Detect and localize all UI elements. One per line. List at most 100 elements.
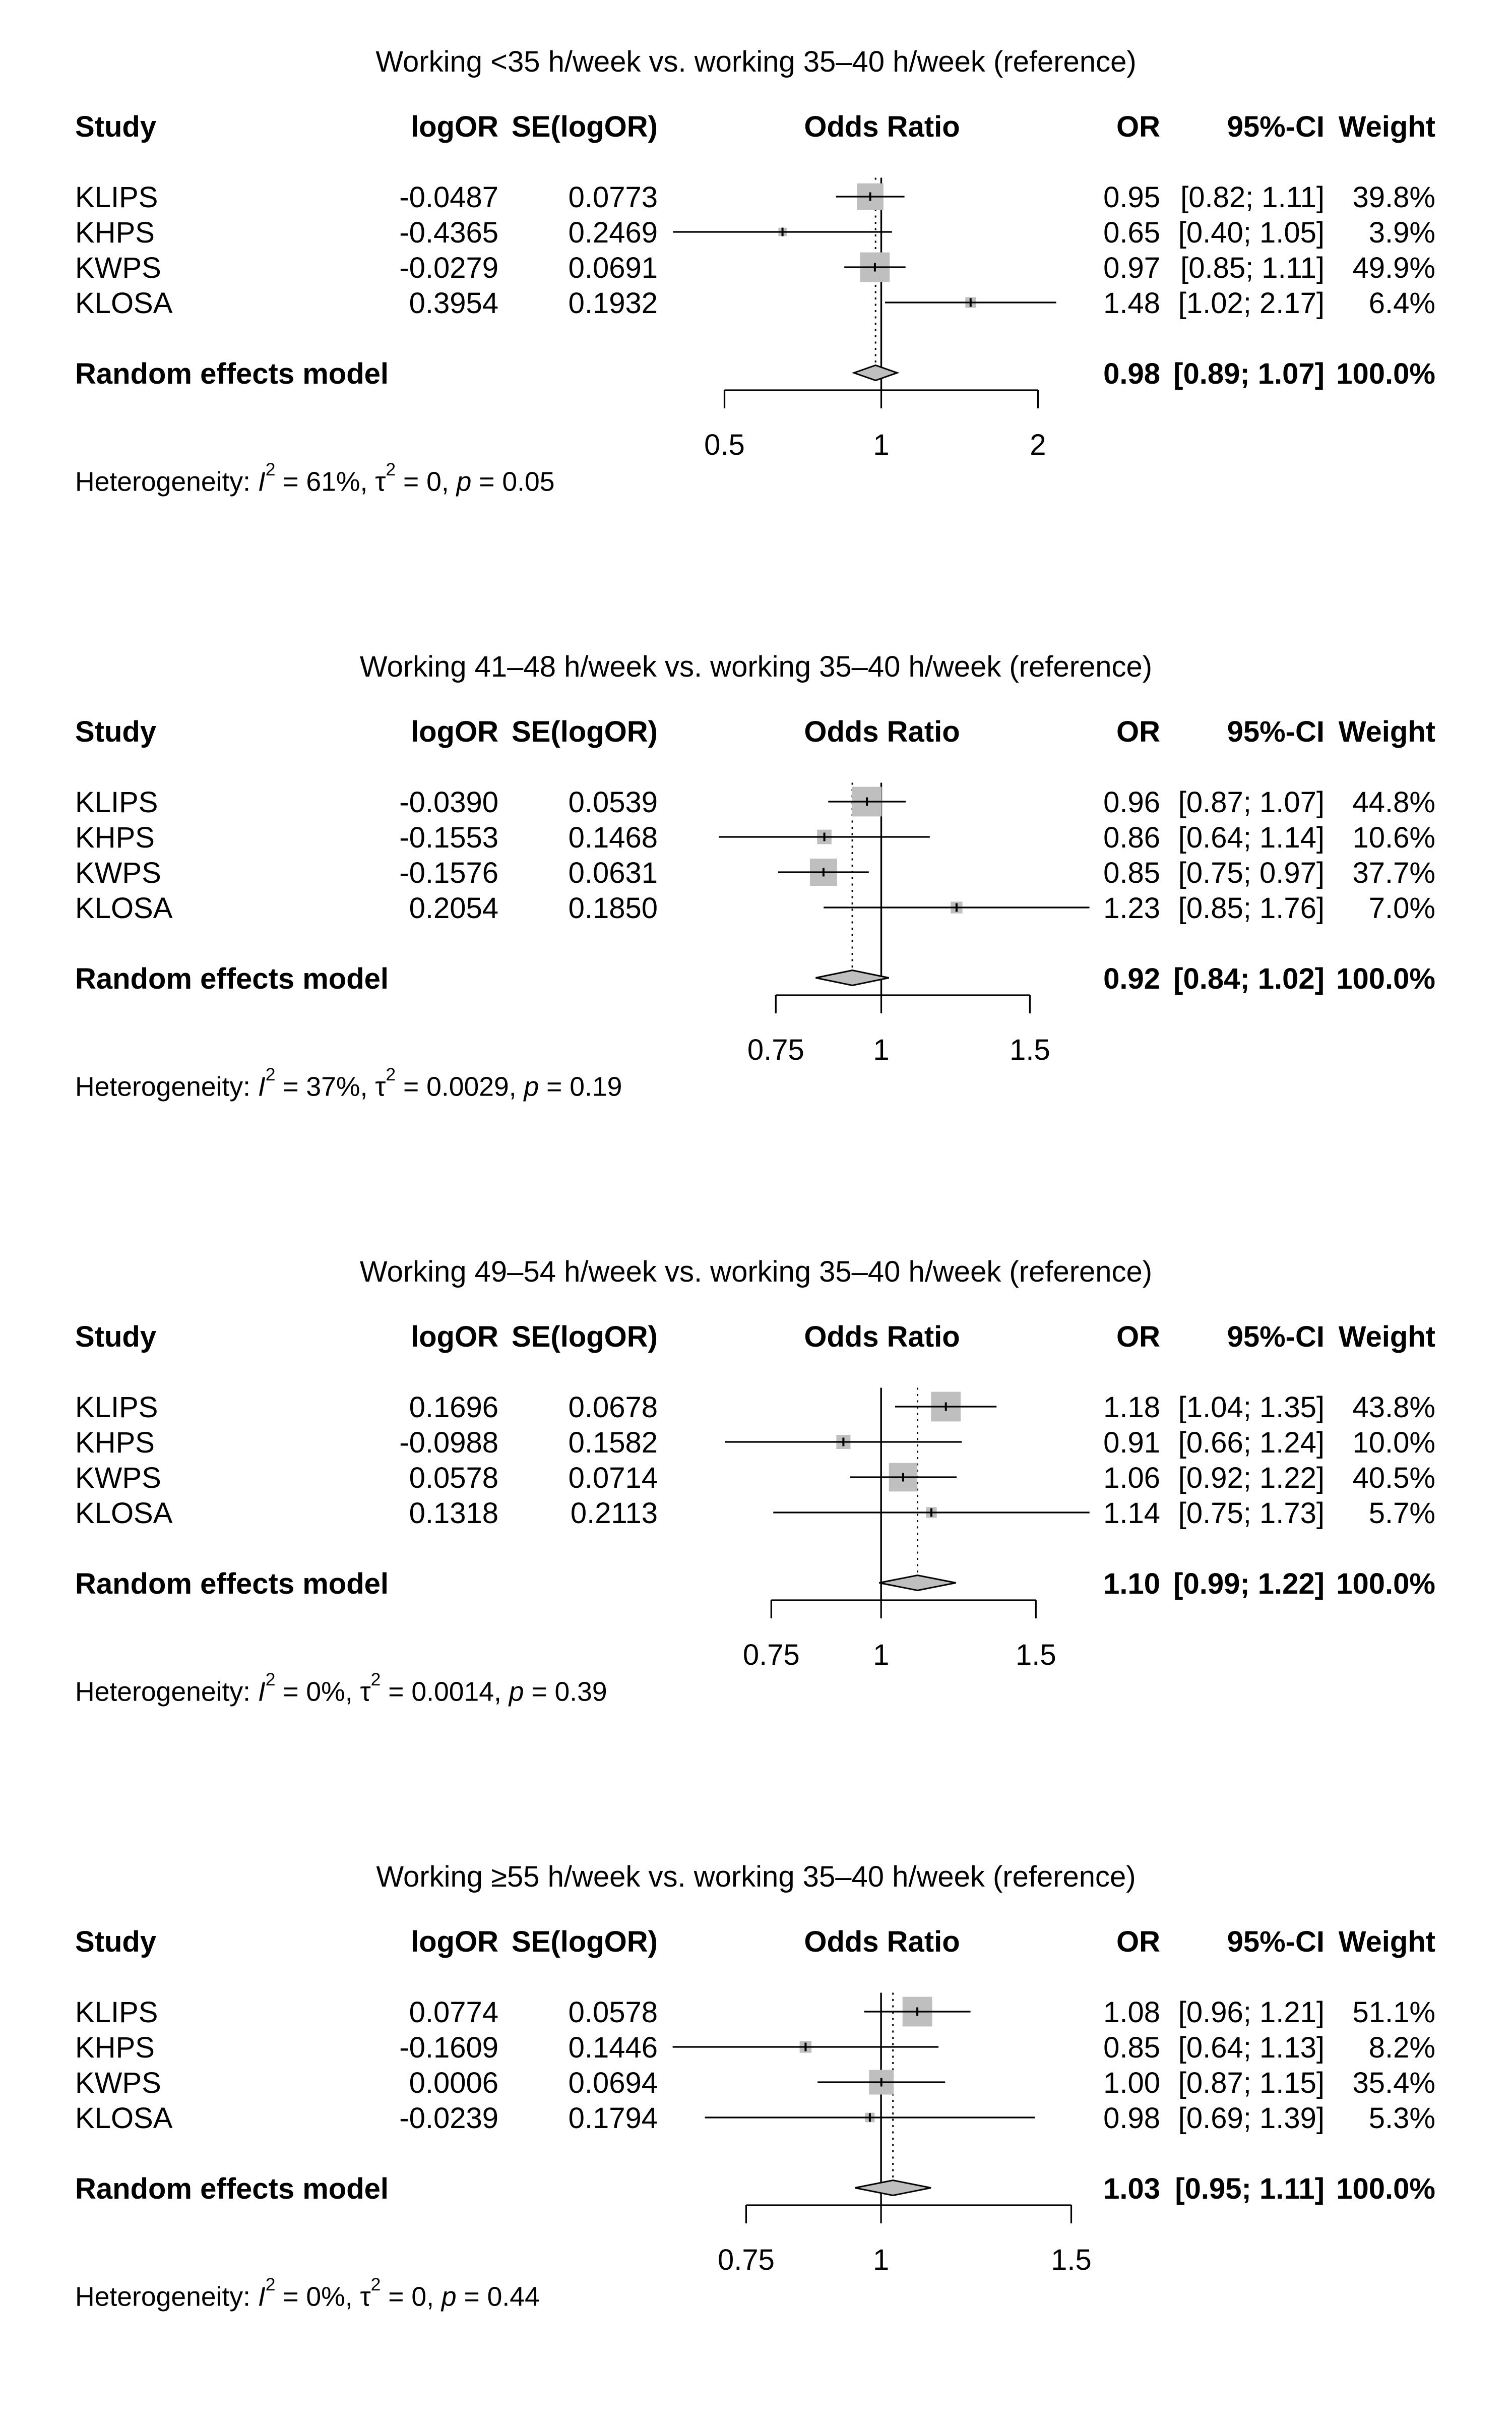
svg-text:0.1468: 0.1468 <box>569 821 658 854</box>
svg-text:1: 1 <box>873 2244 889 2276</box>
svg-text:0.98: 0.98 <box>1103 357 1160 390</box>
svg-text:[0.85; 1.76]: [0.85; 1.76] <box>1178 892 1325 925</box>
svg-text:0.0539: 0.0539 <box>569 786 658 819</box>
svg-text:Weight: Weight <box>1339 715 1435 748</box>
svg-text:0.0714: 0.0714 <box>569 1462 658 1494</box>
svg-text:1.5: 1.5 <box>1016 1639 1056 1671</box>
svg-text:KHPS: KHPS <box>75 821 155 854</box>
svg-text:[0.96; 1.21]: [0.96; 1.21] <box>1178 1996 1325 2029</box>
svg-text:1.18: 1.18 <box>1103 1391 1160 1424</box>
svg-text:KLOSA: KLOSA <box>75 1497 173 1530</box>
svg-text:[0.85; 1.11]: [0.85; 1.11] <box>1180 252 1325 284</box>
svg-text:Odds Ratio: Odds Ratio <box>804 1925 960 1958</box>
svg-text:logOR: logOR <box>411 110 498 143</box>
svg-text:0.0678: 0.0678 <box>569 1391 658 1424</box>
svg-text:OR: OR <box>1116 1320 1160 1353</box>
svg-text:7.0%: 7.0% <box>1369 892 1435 925</box>
svg-text:[0.92; 1.22]: [0.92; 1.22] <box>1178 1462 1325 1494</box>
svg-text:10.6%: 10.6% <box>1353 821 1435 854</box>
svg-text:1.48: 1.48 <box>1103 287 1160 320</box>
svg-text:Odds Ratio: Odds Ratio <box>804 715 960 748</box>
svg-text:0.86: 0.86 <box>1103 821 1160 854</box>
svg-text:Weight: Weight <box>1339 1925 1435 1958</box>
svg-text:1.03: 1.03 <box>1103 2172 1160 2205</box>
svg-text:0.2054: 0.2054 <box>409 892 498 925</box>
svg-text:SE(logOR): SE(logOR) <box>512 110 658 143</box>
svg-text:100.0%: 100.0% <box>1336 1567 1435 1600</box>
svg-text:3.9%: 3.9% <box>1369 216 1435 249</box>
svg-text:0.0578: 0.0578 <box>409 1462 498 1494</box>
svg-text:SE(logOR): SE(logOR) <box>512 1925 658 1958</box>
svg-text:100.0%: 100.0% <box>1336 2172 1435 2205</box>
svg-text:0.65: 0.65 <box>1103 216 1160 249</box>
svg-text:40.5%: 40.5% <box>1353 1462 1435 1494</box>
svg-text:1.5: 1.5 <box>1010 1034 1050 1066</box>
svg-text:Working ≥55 h/week vs. working: Working ≥55 h/week vs. working 35–40 h/w… <box>376 1860 1136 1893</box>
svg-text:OR: OR <box>1116 1925 1160 1958</box>
svg-text:35.4%: 35.4% <box>1353 2067 1435 2099</box>
svg-text:0.95: 0.95 <box>1103 181 1160 214</box>
svg-text:0.75: 0.75 <box>747 1034 804 1066</box>
svg-text:[1.02; 2.17]: [1.02; 2.17] <box>1178 287 1325 320</box>
svg-text:1.14: 1.14 <box>1103 1497 1160 1530</box>
svg-text:0.2469: 0.2469 <box>569 216 658 249</box>
svg-text:[0.64; 1.14]: [0.64; 1.14] <box>1178 821 1325 854</box>
svg-text:Working <35 h/week vs. working: Working <35 h/week vs. working 35–40 h/w… <box>375 45 1136 78</box>
svg-text:[0.66; 1.24]: [0.66; 1.24] <box>1178 1426 1325 1459</box>
svg-text:Random effects model: Random effects model <box>75 1567 389 1600</box>
svg-text:Working 41–48 h/week vs. worki: Working 41–48 h/week vs. working 35–40 h… <box>360 650 1152 683</box>
svg-text:KLIPS: KLIPS <box>75 1996 158 2029</box>
svg-text:1: 1 <box>873 1034 889 1066</box>
svg-text:-0.0279: -0.0279 <box>399 252 498 284</box>
svg-text:-0.1553: -0.1553 <box>399 821 498 854</box>
svg-text:0.2113: 0.2113 <box>571 1497 658 1530</box>
svg-text:-0.0988: -0.0988 <box>399 1426 498 1459</box>
svg-text:[0.64; 1.13]: [0.64; 1.13] <box>1178 2031 1325 2064</box>
svg-text:2: 2 <box>1030 429 1046 461</box>
svg-text:0.3954: 0.3954 <box>409 287 498 320</box>
svg-text:1.5: 1.5 <box>1051 2244 1092 2276</box>
svg-text:0.98: 0.98 <box>1103 2102 1160 2135</box>
svg-text:0.1794: 0.1794 <box>569 2102 658 2135</box>
svg-text:0.1318: 0.1318 <box>409 1497 498 1530</box>
svg-text:100.0%: 100.0% <box>1336 357 1435 390</box>
svg-text:-0.1576: -0.1576 <box>399 857 498 889</box>
svg-text:43.8%: 43.8% <box>1353 1391 1435 1424</box>
svg-text:Odds Ratio: Odds Ratio <box>804 110 960 143</box>
svg-text:logOR: logOR <box>411 1925 498 1958</box>
svg-text:[0.84; 1.02]: [0.84; 1.02] <box>1173 962 1325 995</box>
svg-text:logOR: logOR <box>411 715 498 748</box>
svg-text:Weight: Weight <box>1339 1320 1435 1353</box>
svg-text:49.9%: 49.9% <box>1353 252 1435 284</box>
svg-text:1.06: 1.06 <box>1103 1462 1160 1494</box>
svg-text:0.0773: 0.0773 <box>569 181 658 214</box>
svg-text:OR: OR <box>1116 110 1160 143</box>
svg-text:1.10: 1.10 <box>1103 1567 1160 1600</box>
svg-text:KWPS: KWPS <box>75 2067 161 2099</box>
svg-text:5.7%: 5.7% <box>1369 1497 1435 1530</box>
svg-text:Working 49–54 h/week vs. worki: Working 49–54 h/week vs. working 35–40 h… <box>360 1255 1152 1288</box>
svg-text:[0.75; 0.97]: [0.75; 0.97] <box>1178 857 1325 889</box>
svg-text:-0.0390: -0.0390 <box>399 786 498 819</box>
svg-text:39.8%: 39.8% <box>1353 181 1435 214</box>
svg-text:[0.95; 1.11]: [0.95; 1.11] <box>1175 2172 1325 2205</box>
svg-text:Random effects model: Random effects model <box>75 2172 389 2205</box>
svg-text:0.1446: 0.1446 <box>569 2031 658 2064</box>
svg-text:95%-CI: 95%-CI <box>1227 1925 1325 1958</box>
svg-text:KWPS: KWPS <box>75 252 161 284</box>
svg-text:KLOSA: KLOSA <box>75 2102 173 2135</box>
svg-text:37.7%: 37.7% <box>1353 857 1435 889</box>
svg-text:[0.87; 1.15]: [0.87; 1.15] <box>1178 2067 1325 2099</box>
svg-text:[0.87; 1.07]: [0.87; 1.07] <box>1178 786 1325 819</box>
svg-text:KHPS: KHPS <box>75 216 155 249</box>
svg-text:95%-CI: 95%-CI <box>1227 715 1325 748</box>
svg-text:0.1850: 0.1850 <box>569 892 658 925</box>
svg-text:SE(logOR): SE(logOR) <box>512 1320 658 1353</box>
svg-text:KLIPS: KLIPS <box>75 1391 158 1424</box>
svg-text:10.0%: 10.0% <box>1353 1426 1435 1459</box>
svg-text:1: 1 <box>873 429 889 461</box>
svg-text:OR: OR <box>1116 715 1160 748</box>
svg-text:[0.40; 1.05]: [0.40; 1.05] <box>1178 216 1325 249</box>
svg-text:0.85: 0.85 <box>1103 857 1160 889</box>
svg-text:95%-CI: 95%-CI <box>1227 110 1325 143</box>
